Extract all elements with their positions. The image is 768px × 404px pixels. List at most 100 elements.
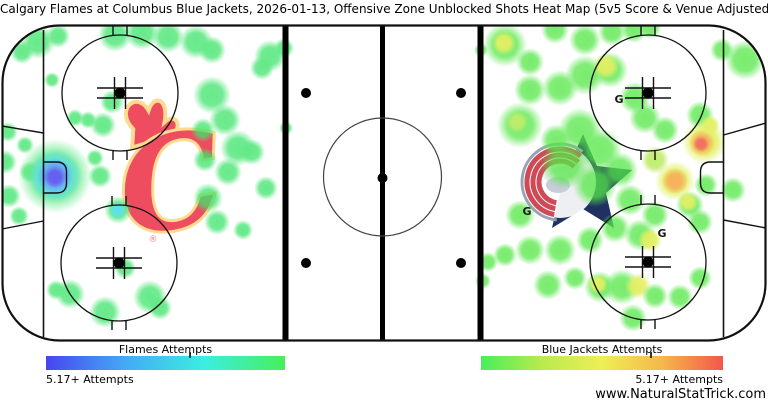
heat-blob: [191, 118, 215, 142]
heat-blob: [598, 26, 626, 46]
heat-blob: [600, 213, 630, 243]
goal-marker: G: [657, 227, 666, 240]
center-faceoff-dot: [377, 173, 388, 183]
heat-blob: [614, 184, 646, 216]
page-title: Calgary Flames at Columbus Blue Jackets,…: [0, 2, 768, 16]
heat-blob: [3, 184, 21, 208]
neutral-dot-top-left: [301, 88, 311, 98]
right-goal-crease: [699, 161, 724, 194]
heat-blob: [505, 200, 535, 230]
neutral-dot-bottom-right: [456, 258, 466, 268]
goal-marker: G: [522, 205, 531, 218]
heat-blob: [542, 70, 578, 106]
heat-blob: [563, 266, 587, 290]
faceoff-circle: [589, 34, 707, 152]
heat-blob: [533, 270, 563, 300]
faceoff-dot: [642, 256, 654, 268]
heat-blob: [688, 266, 712, 290]
heat-blob: [3, 122, 18, 142]
heat-blob: [720, 177, 746, 203]
right-trapezoid-lines: [723, 122, 767, 229]
heat-blob: [693, 136, 709, 152]
flames-legend-title: Flames Attempts: [118, 343, 213, 356]
heat-blob: [204, 209, 230, 235]
heat-blob: [44, 166, 66, 188]
heat-blob: [10, 40, 34, 64]
heat-blob: [621, 26, 647, 43]
heat-blob: [254, 176, 278, 200]
heat-blob: [9, 206, 29, 226]
faceoff-dot: [114, 87, 126, 99]
heat-blob: [492, 31, 516, 55]
jackets-shot-heatmap: [474, 26, 765, 332]
heat-blob: [602, 152, 638, 188]
heat-blob: [544, 234, 576, 266]
jackets-scale-label: 5.17+ Attempts: [635, 373, 723, 386]
flames-logo-trademark: ®: [149, 235, 158, 245]
goal-marker: G: [614, 93, 623, 106]
heat-blob: [44, 72, 60, 88]
heat-blob: [3, 150, 17, 174]
heat-blob: [198, 36, 226, 64]
jackets-legend-title: Blue Jackets Attempts: [541, 343, 663, 356]
heat-blob: [642, 283, 668, 309]
faceoff-circles: [60, 26, 707, 330]
heat-blob: [593, 53, 619, 79]
heat-blob: [687, 209, 713, 235]
flames-shot-heatmap: [3, 26, 294, 328]
heat-blob: [576, 226, 604, 254]
faceoff-dot: [113, 257, 125, 269]
flames-scale-label: 5.17+ Attempts: [46, 373, 134, 386]
heat-blob: [209, 104, 241, 136]
rink-boards: [1, 24, 767, 342]
neutral-dot-top-right: [456, 88, 466, 98]
heat-blob: [239, 139, 265, 165]
center-circle: [322, 117, 443, 237]
naturalstattrick-link[interactable]: www.NaturalStatTrick.com: [595, 387, 766, 402]
heat-blob: [516, 48, 544, 76]
heat-blob: [506, 111, 528, 133]
heat-blob: [46, 26, 70, 48]
neutral-dot-bottom-left: [301, 258, 311, 268]
heat-blob: [193, 148, 217, 172]
heat-blob: [651, 116, 679, 144]
heat-blob: [46, 280, 66, 300]
left-trapezoid-lines: [1, 125, 44, 230]
heat-blob: [493, 243, 517, 267]
flames-legend-gradient-bar: [46, 356, 285, 370]
heat-blob: [89, 296, 121, 328]
heat-blob: [79, 111, 97, 129]
heat-blob: [541, 26, 569, 44]
heat-blob: [514, 74, 546, 106]
faceoff-circle: [589, 203, 707, 321]
heat-blob: [86, 149, 104, 167]
jackets-legend-tick: [650, 352, 653, 358]
heat-blob: [710, 38, 734, 62]
heat-blob: [540, 124, 572, 156]
goal-markers: G G G: [522, 93, 666, 240]
rink-markings: [1, 24, 767, 342]
heat-blob: [667, 284, 693, 310]
faceoff-circle: [61, 34, 179, 152]
heat-blob: [569, 26, 601, 56]
heat-blob: [233, 220, 253, 240]
heat-blob: [638, 228, 662, 252]
heat-blob: [515, 235, 545, 265]
heat-blob: [678, 192, 698, 212]
heat-blob: [88, 164, 112, 188]
heat-blob: [214, 158, 242, 186]
heat-blob: [700, 115, 720, 135]
heat-blob: [148, 296, 172, 320]
faceoff-circle: [60, 204, 178, 322]
flames-legend-tick: [189, 352, 192, 358]
heat-blob: [152, 26, 184, 53]
heat-blob: [125, 26, 159, 50]
heat-blob: [193, 183, 223, 213]
heat-blob: [662, 168, 688, 194]
left-goal-crease: [43, 161, 68, 194]
jackets-legend-gradient-bar: [481, 356, 723, 370]
heat-blob: [250, 56, 274, 80]
faceoff-dot: [642, 87, 654, 99]
